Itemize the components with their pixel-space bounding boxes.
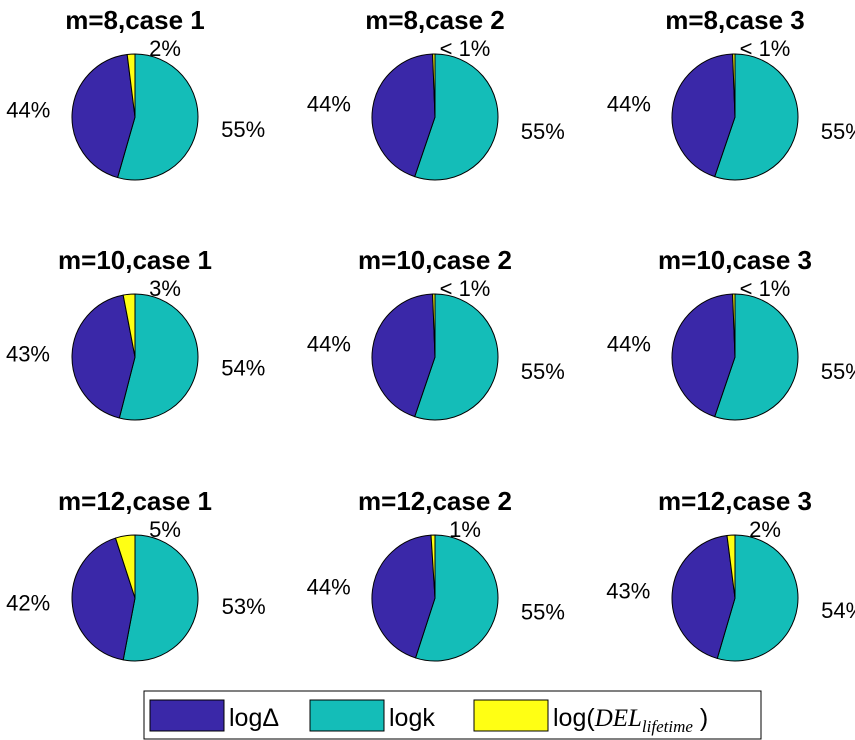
percent-label-log-del-lifetime: < 1% <box>440 276 491 301</box>
percent-label-log-del-lifetime: < 1% <box>740 276 791 301</box>
legend-item-log-del-lifetime: log(DELlifetime ) <box>473 699 708 736</box>
percent-label-log-delta: 44% <box>307 574 351 599</box>
pie-chart: m=12,case 2 44% 55% 1% <box>307 486 565 662</box>
percent-label-log-delta: 44% <box>607 92 651 117</box>
slice-log-k <box>414 293 499 421</box>
legend-item-log-k: logk <box>309 699 435 732</box>
percent-label-log-del-lifetime: < 1% <box>440 36 491 61</box>
percent-label-log-k: 55% <box>821 119 855 144</box>
legend-box <box>143 690 762 740</box>
chart-title: m=8,case 2 <box>365 5 505 35</box>
pie-chart: m=10,case 2 44% 55% < 1% <box>307 245 565 421</box>
percent-label-log-delta: 42% <box>6 590 50 615</box>
percent-label-log-delta: 44% <box>607 332 651 357</box>
legend-swatch <box>473 699 549 732</box>
percent-label-log-delta: 44% <box>6 97 50 122</box>
percent-label-log-del-lifetime: 3% <box>149 276 181 301</box>
pie-chart: m=8,case 1 44% 55% 2% <box>6 5 265 181</box>
legend-label-suffix: ) <box>693 704 708 732</box>
legend-swatch <box>149 699 225 732</box>
slice-log-k <box>414 53 499 181</box>
legend: logΔ logk log(DELlifetime ) <box>143 690 762 740</box>
slice-log-del-lifetime <box>732 293 736 358</box>
chart-title: m=10,case 1 <box>58 245 212 275</box>
slice-log-del-lifetime <box>432 53 436 118</box>
percent-label-log-k: 55% <box>521 600 565 625</box>
slice-log-delta <box>71 294 136 419</box>
slice-log-delta <box>671 53 736 178</box>
charts-layer: m=8,case 144%55%2%m=8,case 244%55%< 1%m=… <box>6 5 855 662</box>
slice-log-k <box>117 53 199 181</box>
percent-label-log-delta: 43% <box>606 578 650 603</box>
legend-label-prefix: log( <box>553 704 595 732</box>
slice-log-delta <box>371 534 436 659</box>
legend-swatch <box>309 699 385 732</box>
percent-label-log-k: 55% <box>521 119 565 144</box>
slice-log-k <box>714 53 799 181</box>
slice-log-k <box>118 293 199 421</box>
percent-label-log-del-lifetime: 2% <box>749 517 781 542</box>
chart-title: m=10,case 3 <box>658 245 812 275</box>
percent-label-log-delta: 44% <box>307 92 351 117</box>
pie-chart: m=12,case 3 43% 54% 2% <box>606 486 855 662</box>
legend-label-subscript: lifetime <box>642 717 693 736</box>
chart-title: m=12,case 1 <box>58 486 212 516</box>
slice-log-k <box>415 534 499 662</box>
legend-label-symbol: Δ <box>262 704 279 732</box>
slice-log-del-lifetime <box>126 53 136 118</box>
legend-label-prefix: log <box>229 704 262 732</box>
percent-label-log-k: 55% <box>521 359 565 384</box>
legend-label-prefix: log <box>389 704 422 732</box>
pie-chart: m=10,case 1 43% 54% 3% <box>6 245 265 421</box>
chart-title: m=8,case 3 <box>665 5 805 35</box>
slice-log-del-lifetime <box>432 293 436 358</box>
slice-log-k <box>716 534 799 662</box>
percent-label-log-del-lifetime: 1% <box>449 517 481 542</box>
chart-title: m=8,case 1 <box>65 5 205 35</box>
percent-label-log-del-lifetime: 5% <box>149 517 181 542</box>
pie-chart: m=12,case 1 42% 53% 5% <box>6 486 266 662</box>
chart-title: m=12,case 3 <box>658 486 812 516</box>
legend-label-symbol: k <box>422 704 435 732</box>
slice-log-delta <box>71 537 136 661</box>
percent-label-log-k: 54% <box>821 598 855 623</box>
pie-chart: m=10,case 3 44% 55% < 1% <box>607 245 855 421</box>
slice-log-delta <box>671 535 736 659</box>
percent-label-log-k: 55% <box>821 359 855 384</box>
percent-label-log-delta: 43% <box>6 341 50 366</box>
pie-chart: m=8,case 2 44% 55% < 1% <box>307 5 565 181</box>
slice-log-del-lifetime <box>430 534 436 599</box>
slice-log-del-lifetime <box>115 534 136 599</box>
percent-label-log-delta: 44% <box>307 332 351 357</box>
percent-label-log-del-lifetime: < 1% <box>740 36 791 61</box>
legend-label: logk <box>389 704 435 732</box>
slice-log-del-lifetime <box>726 534 736 599</box>
slice-log-k <box>714 293 799 421</box>
percent-label-log-del-lifetime: 2% <box>149 36 181 61</box>
legend-label: log(DELlifetime ) <box>553 704 708 736</box>
slice-log-delta <box>671 293 736 418</box>
slice-log-delta <box>371 53 436 178</box>
slice-log-k <box>122 534 199 662</box>
legend-label: logΔ <box>229 704 279 732</box>
slice-log-del-lifetime <box>732 53 736 118</box>
percent-label-log-k: 53% <box>222 594 266 619</box>
percent-label-log-k: 55% <box>221 117 265 142</box>
chart-title: m=10,case 2 <box>358 245 512 275</box>
percent-label-log-k: 54% <box>221 356 265 381</box>
slice-log-delta <box>371 293 436 418</box>
legend-label-symbol: DEL <box>594 705 642 732</box>
legend-item-log-delta: logΔ <box>149 699 279 732</box>
slice-log-delta <box>71 53 136 179</box>
slice-log-del-lifetime <box>122 293 136 358</box>
pie-chart: m=8,case 3 44% 55% < 1% <box>607 5 855 181</box>
chart-title: m=12,case 2 <box>358 486 512 516</box>
